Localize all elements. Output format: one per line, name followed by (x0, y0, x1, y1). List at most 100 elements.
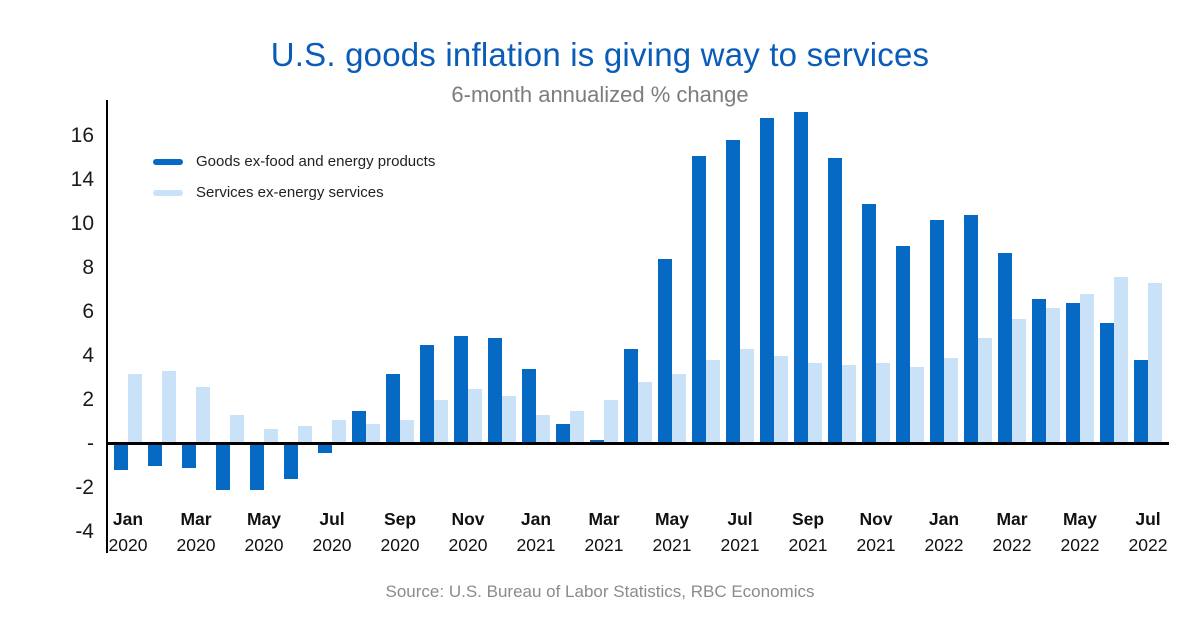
bar-goods-oct-2021 (828, 158, 842, 444)
bar-goods-mar-2022 (998, 252, 1012, 444)
y-tick--: - (87, 432, 94, 455)
x-tick-year: 2021 (856, 535, 896, 555)
bar-services-jul-2022 (1148, 283, 1162, 444)
x-tick-month: May (246, 509, 282, 529)
x-tick-jul-2020: Jul 2020 (287, 509, 377, 556)
y-tick-6: 6 (82, 300, 94, 323)
x-tick-month: Jan (928, 509, 960, 529)
x-tick-may-2020: May 2020 (219, 509, 309, 556)
bar-goods-sep-2021 (794, 111, 808, 444)
x-tick-month: Nov (859, 509, 893, 529)
bar-goods-apr-2020 (216, 444, 230, 491)
bar-goods-feb-2021 (556, 424, 570, 444)
y-tick-2: 2 (82, 388, 94, 411)
bar-services-oct-2020 (434, 400, 448, 444)
bar-services-apr-2021 (638, 382, 652, 444)
zero-line (108, 442, 1169, 445)
bar-services-aug-2021 (774, 356, 788, 444)
bar-services-jun-2021 (706, 360, 720, 444)
x-tick-year: 2022 (1060, 535, 1100, 555)
x-tick-year: 2021 (584, 535, 624, 555)
x-tick-year: 2020 (108, 535, 148, 555)
bar-services-mar-2021 (604, 400, 618, 444)
x-tick-year: 2020 (312, 535, 352, 555)
bar-services-jul-2020 (332, 419, 346, 444)
x-tick-month: May (654, 509, 690, 529)
services-series-swatch-icon (153, 189, 183, 196)
x-tick-mar-2022: Mar 2022 (967, 509, 1057, 556)
x-tick-year: 2020 (448, 535, 488, 555)
bar-services-nov-2020 (468, 389, 482, 444)
y-tick--4: -4 (75, 520, 94, 543)
bar-goods-jun-2021 (692, 155, 706, 444)
x-tick-month: Mar (996, 509, 1028, 529)
x-tick-may-2022: May 2022 (1035, 509, 1125, 556)
x-tick-nov-2021: Nov 2021 (831, 509, 921, 556)
x-tick-jan-2022: Jan 2022 (899, 509, 989, 556)
bar-services-apr-2020 (230, 415, 244, 444)
bar-services-jan-2022 (944, 358, 958, 444)
bar-services-dec-2020 (502, 395, 516, 444)
x-tick-year: 2022 (992, 535, 1032, 555)
y-tick-4: 4 (82, 344, 94, 367)
x-tick-jul-2021: Jul 2021 (695, 509, 785, 556)
x-tick-month: Mar (588, 509, 620, 529)
bar-services-dec-2021 (910, 367, 924, 444)
bar-goods-nov-2021 (862, 204, 876, 444)
bar-services-mar-2022 (1012, 318, 1026, 444)
legend-label-services: Services ex-energy services (196, 184, 384, 201)
x-tick-month: Sep (791, 509, 825, 529)
x-tick-nov-2020: Nov 2020 (423, 509, 513, 556)
x-tick-month: Jan (520, 509, 552, 529)
x-tick-month: Sep (383, 509, 417, 529)
bar-goods-jul-2021 (726, 140, 740, 444)
x-tick-year: 2021 (720, 535, 760, 555)
x-tick-mar-2020: Mar 2020 (151, 509, 241, 556)
x-tick-jan-2021: Jan 2021 (491, 509, 581, 556)
x-tick-sep-2020: Sep 2020 (355, 509, 445, 556)
x-tick-year: 2021 (652, 535, 692, 555)
bar-goods-nov-2020 (454, 336, 468, 444)
bar-services-may-2022 (1080, 294, 1094, 444)
bar-goods-mar-2021 (590, 439, 604, 444)
x-tick-month: Jul (727, 509, 753, 529)
x-tick-year: 2022 (924, 535, 964, 555)
source-note: Source: U.S. Bureau of Labor Statistics,… (385, 582, 815, 601)
bar-goods-may-2021 (658, 259, 672, 444)
goods-series-swatch-icon (153, 158, 183, 165)
bar-services-apr-2022 (1046, 307, 1060, 444)
x-tick-year: 2021 (516, 535, 556, 555)
bar-goods-jul-2020 (318, 444, 332, 453)
y-tick-10: 10 (70, 212, 94, 235)
bar-goods-jan-2020 (114, 444, 128, 471)
x-tick-year: 2022 (1128, 535, 1168, 555)
bar-goods-jul-2022 (1134, 360, 1148, 444)
x-tick-jul-2022: Jul 2022 (1103, 509, 1193, 556)
bar-services-jul-2021 (740, 349, 754, 444)
x-tick-year: 2020 (176, 535, 216, 555)
x-tick-month: Jul (319, 509, 345, 529)
bar-services-sep-2021 (808, 362, 822, 444)
plot-area: Jan 2020 Mar 2020 May 2020 Jul 2020 Sep 2020 Nov 20… (106, 100, 1169, 556)
x-tick-may-2021: May 2021 (627, 509, 717, 556)
bar-goods-dec-2020 (488, 338, 502, 444)
bar-services-jun-2020 (298, 426, 312, 444)
x-tick-sep-2021: Sep 2021 (763, 509, 853, 556)
x-tick-month: Mar (180, 509, 212, 529)
bar-services-mar-2020 (196, 386, 210, 444)
x-tick-year: 2020 (244, 535, 284, 555)
bar-goods-jan-2022 (930, 219, 944, 444)
y-tick-8: 8 (82, 256, 94, 279)
bar-goods-aug-2020 (352, 411, 366, 444)
y-tick--2: -2 (75, 476, 94, 499)
bar-goods-apr-2022 (1032, 298, 1046, 444)
bar-goods-jan-2021 (522, 369, 536, 444)
bar-goods-jun-2020 (284, 444, 298, 480)
bar-goods-may-2022 (1066, 303, 1080, 444)
bar-services-jan-2021 (536, 415, 550, 444)
bar-goods-oct-2020 (420, 345, 434, 444)
legend-row-services: Services ex-energy services (153, 177, 435, 208)
bar-goods-aug-2021 (760, 118, 774, 444)
x-tick-year: 2021 (788, 535, 828, 555)
bar-services-sep-2020 (400, 419, 414, 444)
